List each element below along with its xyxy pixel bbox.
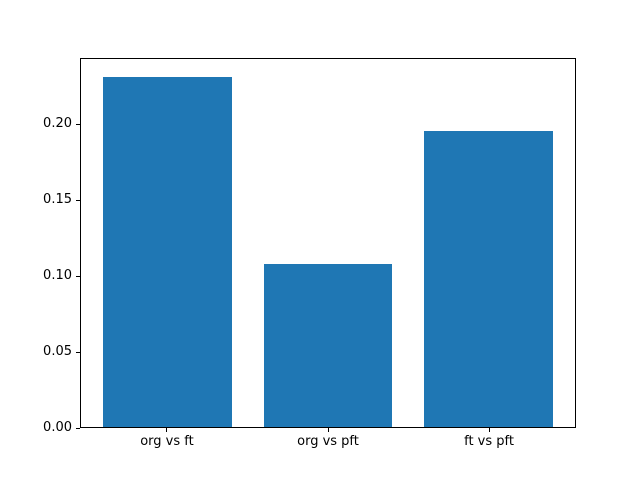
x-tick-label: org vs pft xyxy=(297,434,359,449)
x-tick-mark xyxy=(327,428,329,432)
y-tick-mark xyxy=(76,427,80,429)
y-tick-mark xyxy=(76,199,80,201)
bar-org-vs-ft xyxy=(103,76,232,427)
y-tick-mark xyxy=(76,275,80,277)
x-tick-mark xyxy=(166,428,168,432)
y-tick-mark xyxy=(76,123,80,125)
y-tick-label: 0.05 xyxy=(43,344,72,360)
bar-org-vs-pft xyxy=(263,263,393,427)
bar-ft-vs-pft xyxy=(424,130,553,427)
y-tick-label: 0.10 xyxy=(43,268,72,284)
x-tick-mark xyxy=(488,428,490,432)
plot-area xyxy=(80,58,576,428)
y-tick-label: 0.20 xyxy=(43,116,72,132)
y-tick-label: 0.15 xyxy=(43,192,72,208)
x-tick-label: ft vs pft xyxy=(464,434,514,449)
y-tick-label: 0.00 xyxy=(43,420,72,435)
y-tick-mark xyxy=(76,351,80,353)
x-tick-label: org vs ft xyxy=(140,434,194,449)
